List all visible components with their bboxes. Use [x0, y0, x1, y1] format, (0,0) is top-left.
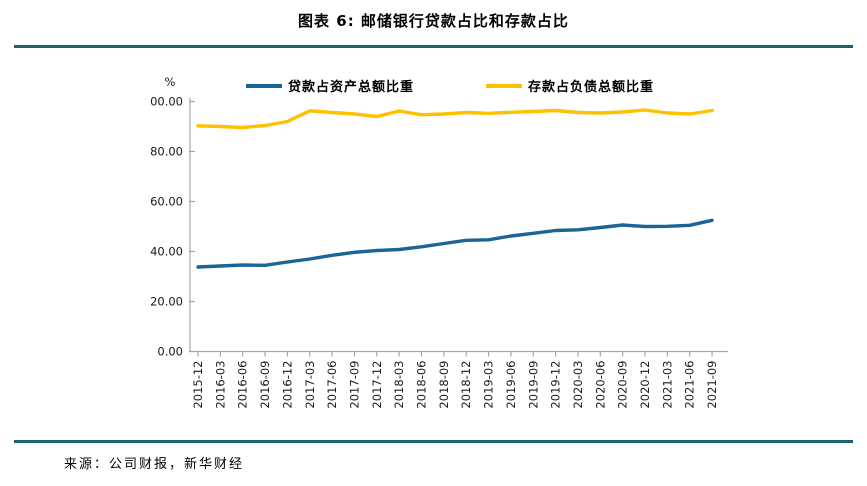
- x-tick-label: 2016-03: [213, 361, 227, 409]
- x-tick-label: 2016-12: [280, 361, 294, 409]
- chart-legend: 贷款占资产总额比重 存款占负债总额比重: [150, 76, 750, 95]
- x-tick-label: 2020-03: [571, 361, 585, 409]
- x-tick-label: 2017-03: [303, 361, 317, 409]
- y-tick-label: 40.00: [150, 245, 183, 259]
- x-tick-label: 2017-09: [347, 361, 361, 409]
- x-tick-label: 2019-09: [526, 361, 540, 409]
- x-tick-label: 2017-06: [325, 361, 339, 409]
- x-tick-label: 2020-06: [593, 361, 607, 409]
- x-tick-label: 2015-12: [191, 361, 205, 409]
- x-tick-label: 2018-03: [392, 361, 406, 409]
- bottom-divider: [14, 440, 853, 443]
- x-tick-label: 2019-03: [482, 361, 496, 409]
- x-tick-label: 2020-09: [616, 361, 630, 409]
- chart-title: 图表 6: 邮储银行贷款占比和存款占比: [298, 12, 569, 30]
- y-tick-label: 0.00: [157, 345, 183, 359]
- y-tick-label: 100.00: [150, 95, 183, 109]
- x-tick-label: 2021-03: [660, 361, 674, 409]
- legend-label-deposits: 存款占负债总额比重: [528, 80, 655, 95]
- legend-item-deposits: 存款占负债总额比重: [486, 76, 654, 95]
- x-tick-label: 2018-12: [459, 361, 473, 409]
- x-tick-label: 2019-06: [504, 361, 518, 409]
- deposits-ratio-line: [196, 108, 714, 130]
- x-tick-label: 2018-06: [415, 361, 429, 409]
- loans-line-swatch-icon: [245, 83, 282, 88]
- line-chart: 0.00 20.00 40.00 60.00 80.00 100.00% 2015-12 20…: [150, 75, 728, 409]
- y-tick-label: 60.00: [150, 195, 183, 209]
- x-tick-label: 2021-09: [705, 361, 719, 409]
- legend-label-loans: 贷款占资产总额比重: [287, 80, 414, 95]
- x-tick-label: 2016-06: [236, 361, 250, 409]
- y-tick-label: 20.00: [150, 295, 183, 309]
- x-tick-label: 2019-12: [549, 361, 563, 409]
- loans-ratio-line: [196, 218, 714, 269]
- x-tick-label: 2016-09: [258, 361, 272, 409]
- top-divider: [14, 45, 853, 48]
- x-tick-label: 2020-12: [638, 361, 652, 409]
- y-axis-unit-label: %: [165, 75, 176, 89]
- x-tick-label: 2018-09: [437, 361, 451, 409]
- deposits-line-swatch-icon: [486, 83, 522, 88]
- legend-item-loans: 贷款占资产总额比重: [245, 76, 414, 95]
- y-tick-label: 80.00: [150, 145, 183, 159]
- x-tick-label: 2017-12: [370, 361, 384, 409]
- source-note: 来源：公司财报，新华财经: [64, 457, 245, 472]
- x-tick-label: 2021-06: [683, 361, 697, 409]
